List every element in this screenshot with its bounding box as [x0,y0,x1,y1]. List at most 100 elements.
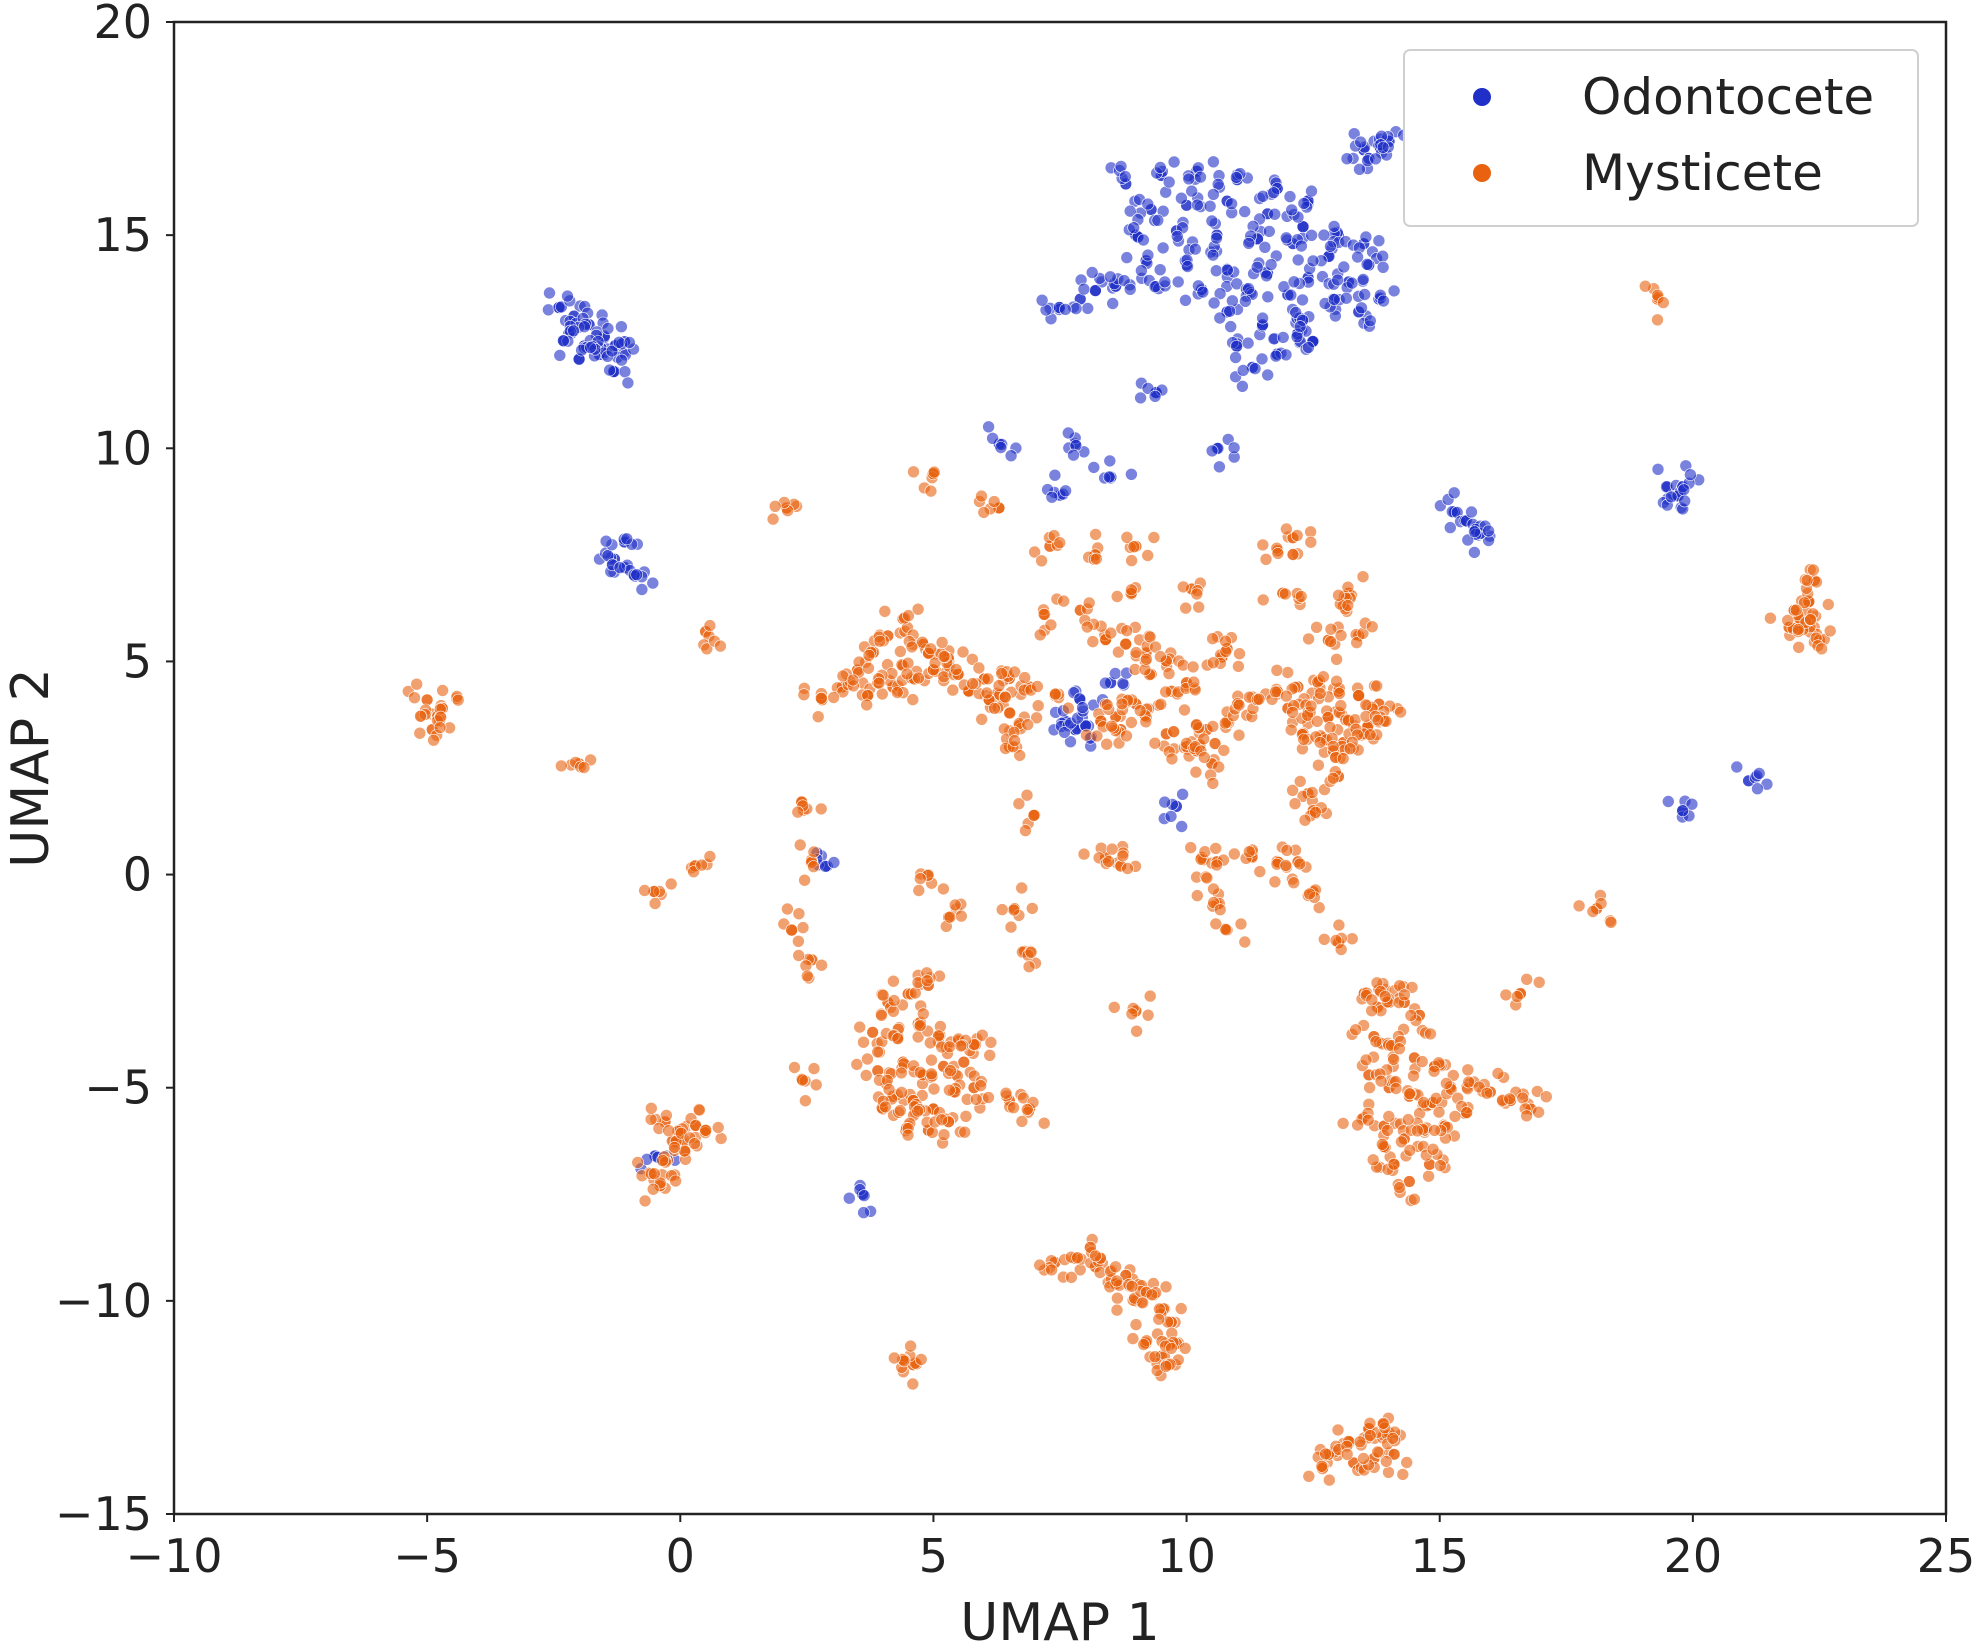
mysticete-point-density [1213,903,1227,917]
mysticete-point-density [1219,634,1232,648]
odontocete-point-density [1337,260,1351,274]
y-axis-title: UMAP 2 [1,668,61,867]
odontocete-point-density [1171,275,1185,289]
mysticete-point-density [1129,1318,1143,1331]
mysticete-point-density [912,884,926,897]
mysticete-point-density [908,986,922,1000]
mysticete-point-density [1121,862,1134,875]
mysticete-point-density [1280,522,1293,536]
odontocete-point-density [578,320,591,334]
mysticete-point-density [792,907,806,921]
mysticete-point-density [1284,723,1298,737]
mysticete-point-density [1280,843,1294,857]
mysticete-point-density [1209,917,1223,931]
mysticete-point-density [956,645,970,659]
odontocete-point-density [1260,269,1273,283]
odontocete-point-density [1676,804,1689,818]
mysticete-point-density [662,1124,676,1137]
odontocete-point-density [1207,155,1220,169]
mysticete-point-density [846,673,860,687]
mysticete-point-density [1781,614,1794,627]
odontocete-point-density [1751,782,1764,796]
mysticete-point-density [943,910,957,924]
mysticete-point-density [1035,554,1048,568]
odontocete-point-density [1120,251,1134,264]
mysticete-point-density [798,873,811,887]
mysticete-point-density [807,860,820,873]
mysticete-point-density [966,677,979,690]
mysticete-point-density [1200,871,1214,885]
mysticete-point-density [814,802,828,816]
mysticete-point-density [1323,721,1337,734]
odontocete-point-density [1241,336,1255,350]
mysticete-point-density [1154,650,1167,663]
mysticete-point-density [1297,733,1310,746]
mysticete-point-density [1026,902,1039,915]
mysticete-point-density [1639,279,1652,293]
x-tick-label: −5 [393,1529,461,1583]
mysticete-point-density [1586,905,1600,918]
mysticete-point-density [1363,1429,1377,1442]
mysticete-point-density [1594,897,1608,910]
mysticete-point-density [975,1028,989,1042]
mysticete-point-density [1177,580,1190,594]
mysticete-point-density [1127,540,1141,554]
mysticete-point-density [1428,1124,1441,1137]
legend-marker-mysticete [1473,164,1491,182]
mysticete-point-density [920,974,934,988]
mysticete-point-density [1217,744,1231,757]
mysticete-point-density [1378,990,1392,1003]
mysticete-point-density [913,1019,927,1032]
mysticete-point-density [809,1078,823,1092]
mysticete-point [957,1055,971,1069]
odontocete-point-density [1387,284,1401,298]
odontocete-point-density [1297,197,1311,210]
mysticete-point-density [935,1113,949,1126]
mysticete-point-density [906,1377,920,1391]
mysticete-point-density [1434,1159,1447,1172]
mysticete-point-density [937,650,951,663]
mysticete-point-density [1381,1124,1394,1137]
mysticete-point-density [1007,903,1021,917]
mysticete-point-density [1398,988,1411,1002]
mysticete-point-density [1165,1342,1178,1355]
mysticete-point-density [414,709,427,723]
mysticete-point-density [1422,1169,1435,1183]
mysticete-point-density [410,677,424,691]
odontocete-point-density [1230,339,1243,353]
mysticete-point-density [791,805,805,819]
mysticete-point-density [1404,1009,1418,1022]
odontocete-point-density [1358,288,1371,301]
mysticete-point-density [1382,1466,1395,1479]
mysticete-point-density [1290,529,1304,542]
mysticete-point-density [1361,1113,1375,1127]
mysticete-point-density [1604,915,1618,929]
x-axis-title: UMAP 1 [960,1593,1159,1650]
odontocete-point-density [1223,304,1236,318]
odontocete-point-density [1377,294,1390,308]
mysticete-point-density [944,1064,957,1077]
odontocete-point-density [1267,186,1280,199]
mysticete-point-density [1031,699,1045,713]
mysticete-point-density [1318,932,1331,946]
mysticete-point-density [1426,1143,1440,1156]
mysticete-point-density [1037,1116,1051,1130]
mysticete-point-density [1109,1260,1122,1274]
mysticete-point-density [927,465,941,479]
odontocete-point-density [1167,155,1181,169]
odontocete-point-density [1465,505,1478,519]
odontocete-point-density [553,349,567,362]
mysticete-point-density [1125,1007,1139,1021]
odontocete-point-density [1482,524,1495,538]
odontocete-point-density [1171,230,1184,243]
mysticete-point-density [1232,698,1246,712]
mysticete-point-density [1319,1447,1332,1461]
odontocete-point-density [842,1191,856,1205]
mysticete-point-density [1480,1086,1494,1100]
odontocete-point-density [1125,467,1138,481]
mysticete-point-density [875,687,889,701]
mysticete-point-density [1395,1135,1408,1149]
mysticete-point-density [1499,988,1513,1002]
mysticete-point-density [1037,607,1051,621]
odontocete-point-density [1444,521,1457,534]
